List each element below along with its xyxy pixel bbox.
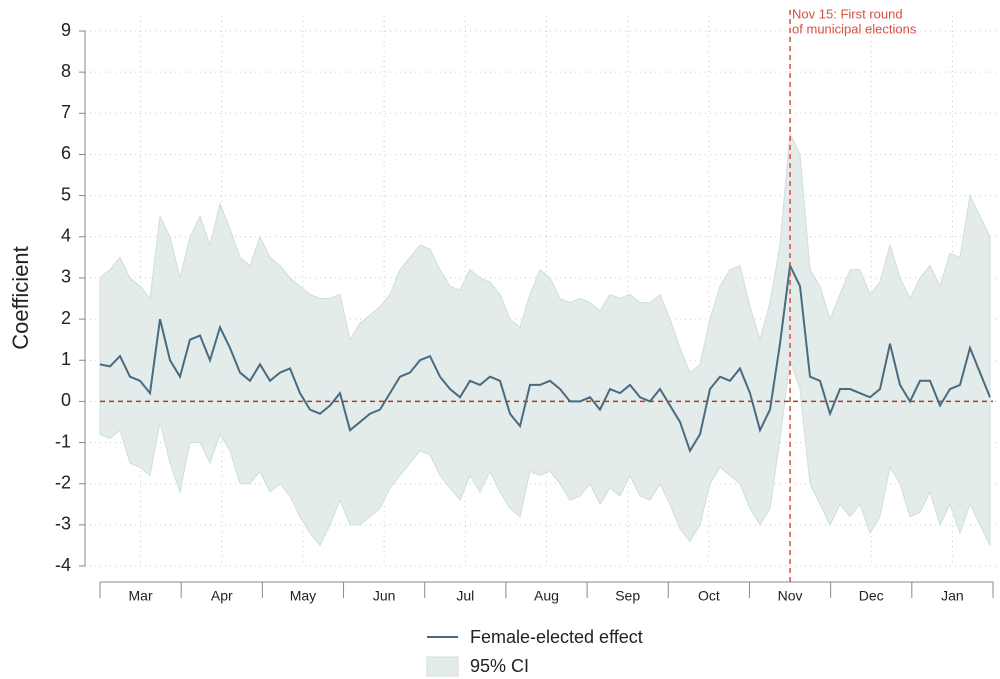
y-tick-label: 1 bbox=[61, 349, 71, 369]
y-tick-label: 8 bbox=[61, 61, 71, 81]
x-tick-label: Aug bbox=[534, 588, 559, 604]
y-tick-label: -3 bbox=[55, 514, 71, 534]
y-tick-label: 6 bbox=[61, 143, 71, 163]
x-tick-label: Sep bbox=[615, 588, 640, 604]
x-tick-label: Oct bbox=[698, 588, 720, 604]
y-tick-label: 2 bbox=[61, 308, 71, 328]
x-tick-label: May bbox=[290, 588, 316, 604]
y-tick-label: 7 bbox=[61, 102, 71, 122]
x-tick-label: Nov bbox=[778, 588, 803, 604]
legend-label: 95% CI bbox=[470, 656, 529, 676]
x-tick-label: Jun bbox=[373, 588, 396, 604]
y-tick-label: 0 bbox=[61, 390, 71, 410]
y-tick-label: -1 bbox=[55, 431, 71, 451]
y-tick-label: 9 bbox=[61, 20, 71, 40]
y-tick-label: -4 bbox=[55, 555, 71, 575]
x-tick-label: Mar bbox=[129, 588, 153, 604]
y-tick-label: -2 bbox=[55, 472, 71, 492]
annotation-text: of municipal elections bbox=[792, 21, 917, 36]
legend-swatch bbox=[426, 656, 459, 677]
y-tick-label: 3 bbox=[61, 267, 71, 287]
y-tick-label: 4 bbox=[61, 226, 71, 246]
y-axis-label: Coefficient bbox=[8, 246, 33, 350]
annotation-text: Nov 15: First round bbox=[792, 6, 903, 21]
ci-area bbox=[99, 132, 991, 547]
series-line bbox=[99, 262, 991, 454]
x-tick-label: Jul bbox=[456, 588, 474, 604]
x-tick-label: Jan bbox=[941, 588, 964, 604]
x-tick-label: Dec bbox=[859, 588, 884, 604]
legend-label: Female-elected effect bbox=[470, 627, 643, 647]
y-tick-label: 5 bbox=[61, 184, 71, 204]
x-tick-label: Apr bbox=[211, 588, 233, 604]
